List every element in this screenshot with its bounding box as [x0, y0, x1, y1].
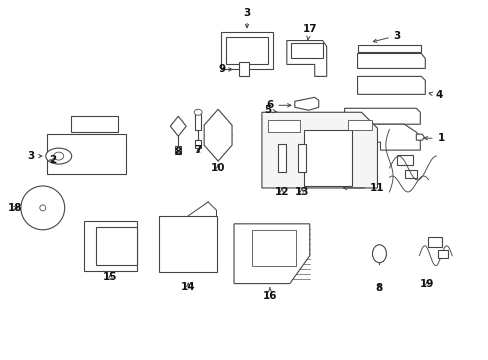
Text: 12: 12 — [274, 187, 288, 197]
Polygon shape — [344, 124, 420, 150]
Bar — [71, 116, 118, 132]
Bar — [83, 221, 137, 271]
Bar — [303, 130, 351, 186]
Circle shape — [40, 205, 46, 211]
Bar — [277, 144, 285, 172]
Polygon shape — [234, 224, 309, 284]
Ellipse shape — [46, 148, 72, 164]
Text: 9: 9 — [218, 64, 231, 75]
Polygon shape — [267, 120, 299, 132]
Text: 4: 4 — [428, 90, 442, 100]
Text: 18: 18 — [8, 203, 22, 213]
Bar — [195, 140, 201, 148]
Bar — [159, 216, 217, 272]
Polygon shape — [347, 120, 371, 130]
Text: 8: 8 — [375, 283, 382, 293]
Polygon shape — [357, 76, 425, 94]
Text: 1: 1 — [423, 133, 444, 143]
Text: 13: 13 — [294, 187, 308, 197]
Text: 10: 10 — [210, 163, 225, 173]
Bar — [427, 237, 441, 247]
Text: 17: 17 — [302, 24, 316, 40]
Ellipse shape — [54, 152, 63, 160]
Polygon shape — [203, 109, 232, 161]
Bar — [397, 155, 412, 165]
Polygon shape — [262, 112, 377, 188]
Bar — [251, 230, 295, 266]
Bar — [297, 144, 305, 172]
Text: 7: 7 — [194, 145, 202, 155]
Circle shape — [21, 186, 64, 230]
Polygon shape — [47, 134, 126, 174]
Text: 11: 11 — [343, 183, 384, 193]
Text: 2: 2 — [49, 155, 56, 165]
Bar — [175, 146, 181, 154]
Text: 3: 3 — [27, 151, 42, 161]
Text: 3: 3 — [372, 31, 400, 42]
Text: 19: 19 — [419, 279, 434, 289]
Bar — [95, 227, 137, 265]
Ellipse shape — [372, 245, 386, 263]
Polygon shape — [357, 45, 421, 53]
Text: 3: 3 — [243, 8, 250, 28]
Text: 15: 15 — [103, 272, 118, 282]
Bar — [239, 62, 248, 76]
Polygon shape — [286, 41, 326, 76]
Text: 6: 6 — [266, 100, 290, 110]
Polygon shape — [344, 108, 420, 124]
Polygon shape — [357, 54, 425, 68]
Bar — [437, 250, 447, 258]
Text: 16: 16 — [262, 288, 277, 301]
Polygon shape — [170, 116, 186, 136]
Polygon shape — [294, 97, 318, 110]
Bar — [290, 42, 322, 58]
Bar — [225, 37, 267, 64]
Polygon shape — [415, 134, 424, 140]
Bar — [405, 170, 416, 178]
Bar — [221, 32, 272, 69]
Text: 14: 14 — [181, 282, 195, 292]
Bar — [195, 114, 201, 130]
Ellipse shape — [194, 109, 202, 115]
Text: 8: 8 — [174, 147, 182, 157]
Text: 5: 5 — [264, 105, 277, 115]
